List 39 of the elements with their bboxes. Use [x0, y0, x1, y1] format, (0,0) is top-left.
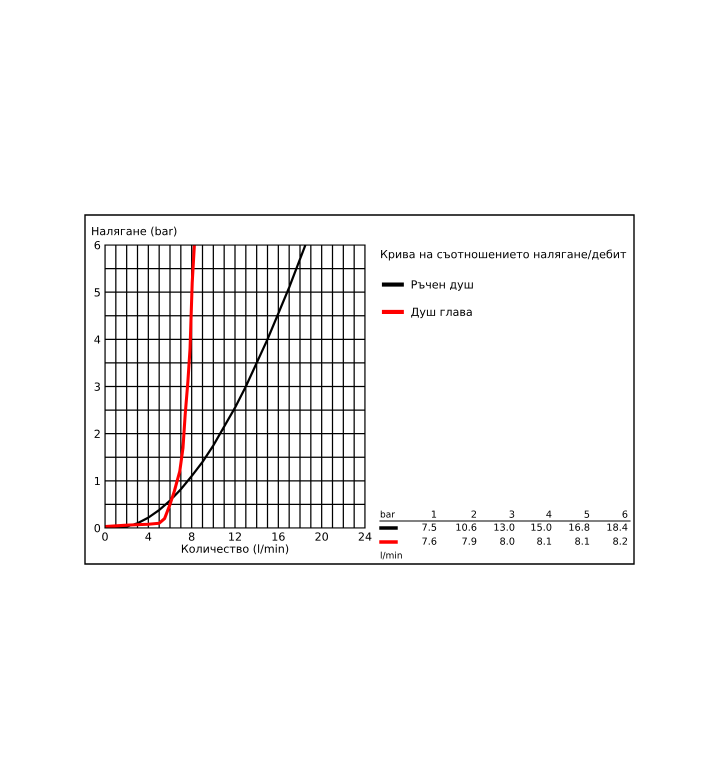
y-tick-label: 3	[94, 382, 100, 391]
x-tick-label: 24	[358, 532, 372, 541]
text: 18.4	[607, 523, 628, 531]
text: 7.9	[462, 537, 476, 545]
text: 10.6	[456, 523, 476, 531]
text: 8.1	[537, 537, 552, 545]
text: 1	[432, 510, 436, 518]
y-tick-label: 6	[94, 240, 100, 250]
x-tick-label: 20	[315, 532, 328, 541]
x-axis-title: Количество (l/min)	[182, 544, 288, 554]
y-tick-label: 1	[94, 476, 100, 486]
text: 13.0	[494, 523, 514, 531]
legend-label: Душ глава	[411, 308, 472, 318]
y-axis-title: Налягане (bar)	[92, 226, 176, 237]
x-tick-label: 4	[145, 532, 152, 541]
text: 2	[472, 510, 476, 518]
x-tick-label: 16	[272, 532, 285, 541]
text: 4	[546, 510, 552, 518]
text: l/min	[380, 552, 402, 560]
text: 7.5	[422, 524, 436, 531]
text: 5	[584, 510, 590, 518]
x-tick-label: 8	[188, 532, 194, 541]
text: Крива на съотношението налягане/дебит	[381, 250, 626, 260]
text: 8.2	[613, 537, 628, 545]
text: 7.6	[422, 537, 436, 545]
y-tick-label: 0	[94, 524, 100, 532]
x-tick-label: 0	[102, 532, 108, 541]
legend-label: Ръчен душ	[412, 280, 473, 291]
y-tick-label: 5	[94, 288, 100, 297]
text: 3	[510, 510, 514, 518]
text: 8.0	[500, 537, 514, 545]
text: 6	[622, 510, 628, 518]
text: 8.1	[575, 537, 590, 545]
x-tick-label: 12	[229, 532, 241, 541]
text: 15.0	[531, 523, 552, 531]
text: 16.8	[569, 523, 590, 531]
text: bar	[380, 510, 395, 518]
y-tick-label: 2	[94, 430, 100, 438]
y-tick-label: 4	[94, 335, 100, 344]
